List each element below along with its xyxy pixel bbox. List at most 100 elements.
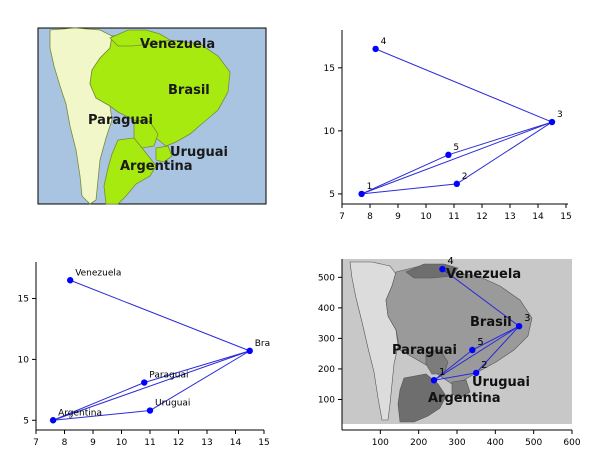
- p3-y-tick-label: 15: [18, 295, 29, 305]
- p4-y-tick-label: 200: [318, 365, 335, 375]
- p2-y-tick-label: 5: [329, 190, 335, 200]
- p4-edge: [433, 325, 520, 381]
- p2-x-tick-label: 9: [395, 212, 401, 222]
- p3-edge: [53, 410, 151, 421]
- p3-point: [141, 379, 148, 386]
- map2-label-uruguai: Uruguai: [472, 375, 530, 390]
- p4-edge: [433, 349, 473, 381]
- p3-x-tick-label: 7: [33, 438, 39, 448]
- p4-point-label: 5: [477, 337, 483, 348]
- p4-point: [515, 322, 523, 330]
- p4-point: [472, 369, 480, 377]
- p4-point-label: 4: [447, 256, 453, 267]
- p2-edge: [361, 154, 449, 195]
- p2-point: [548, 118, 556, 126]
- p4-y-tick-label: 500: [318, 273, 335, 283]
- p2-y-tick-label: 10: [324, 127, 336, 137]
- p3-x-tick-label: 10: [116, 438, 128, 448]
- p3-edge: [52, 350, 250, 421]
- p4-y-tick-label: 100: [318, 395, 335, 405]
- p2-x-tick-label: 12: [476, 212, 487, 222]
- p3-point: [49, 417, 57, 424]
- p2-x-tick-label: 8: [367, 212, 373, 222]
- p4-point-label: 1: [439, 367, 445, 378]
- map1-label-paraguai: Paraguai: [88, 113, 153, 128]
- p3-x-tick-label: 11: [144, 438, 155, 448]
- p3-point-label: Uruguai: [155, 399, 190, 409]
- p2-x-tick-label: 10: [420, 212, 432, 222]
- p2-edge: [361, 183, 457, 195]
- p2-point: [445, 151, 452, 159]
- p3-point: [67, 277, 74, 284]
- p3-edges: [52, 279, 251, 421]
- p3-x-tick-label: 9: [90, 438, 96, 448]
- p4-y-tick-label: 300: [318, 334, 335, 344]
- map2-label-venezuela: Venezuela: [446, 267, 521, 282]
- map1-label-venezuela: Venezuela: [140, 37, 215, 52]
- p2-point-label: 5: [453, 143, 459, 153]
- p3-point: [146, 407, 154, 414]
- south-america-map: Venezuela Brasil Paraguai Uruguai Argent…: [37, 27, 267, 205]
- map1-label-uruguai: Uruguai: [170, 145, 228, 160]
- p2-point-label: 3: [557, 110, 563, 120]
- p4-point: [469, 346, 476, 354]
- map-land-uruguai: [155, 145, 173, 163]
- p2-edge: [456, 121, 553, 185]
- map2-land-uruguai: [451, 379, 471, 399]
- p2-x-tick-label: 13: [504, 212, 515, 222]
- p3-edge: [52, 382, 145, 421]
- chart-graph-named: 7 8 9 10 11 12 13 14 15 5 10 15 Argentina Uruguai Bra…: [18, 262, 270, 448]
- p4-edge: [475, 325, 520, 374]
- p4-ticks: 100 200 300 400 500 600 100 200 300 400 500: [318, 273, 581, 448]
- p3-ticks: 7 8 9 10 11 12 13 14 15 5 10 15: [18, 295, 270, 448]
- p3-edge: [149, 350, 251, 411]
- p2-point-label: 1: [367, 182, 373, 192]
- p2-point-label: 4: [381, 37, 387, 47]
- p3-point-label: Bra: [255, 339, 270, 349]
- map1-label-brasil: Brasil: [168, 83, 210, 98]
- p4-x-tick-label: 200: [410, 438, 427, 448]
- p2-x-tick-label: 14: [532, 212, 544, 222]
- p4-points: 1 2 3 4 5: [430, 256, 530, 384]
- p3-points: Argentina Uruguai Bra Venezuela Paraguai: [49, 268, 270, 424]
- p3-x-tick-label: 12: [173, 438, 184, 448]
- p2-x-tick-label: 11: [448, 212, 459, 222]
- p4-edge: [442, 268, 520, 327]
- p4-x-tick-label: 600: [563, 438, 580, 448]
- p4-point: [430, 377, 438, 384]
- p2-point-label: 2: [462, 172, 468, 182]
- p4-x-tick-label: 500: [525, 438, 542, 448]
- p3-point-label: Argentina: [58, 408, 102, 418]
- p2-point: [358, 190, 365, 198]
- p3-x-tick-label: 8: [62, 438, 68, 448]
- map2-label-brasil: Brasil: [470, 315, 512, 330]
- p4-x-tick-label: 400: [487, 438, 504, 448]
- p4-y-tick-label: 400: [318, 304, 335, 314]
- p2-edges: [361, 48, 553, 195]
- gray-map-background: [342, 259, 572, 424]
- p3-y-tick-label: 5: [23, 416, 29, 426]
- map2-land-brasil: [385, 265, 533, 385]
- map2-label-argentina: Argentina: [428, 391, 501, 406]
- map2-label-paraguai: Paraguai: [392, 343, 457, 358]
- p3-point-label: Venezuela: [75, 268, 121, 278]
- p3-edge: [70, 279, 250, 352]
- p4-edge: [433, 372, 477, 381]
- p4-point: [439, 265, 446, 273]
- p2-x-tick-label: 15: [560, 212, 571, 222]
- p3-point: [246, 347, 253, 355]
- p2-point: [453, 180, 460, 188]
- p3-y-tick-label: 10: [18, 355, 30, 365]
- p2-point: [372, 45, 379, 53]
- p4-edges: [433, 268, 520, 381]
- map-land-argentina: [103, 137, 157, 205]
- p3-edge: [144, 350, 250, 384]
- p2-x-tick-label: 7: [339, 212, 345, 222]
- p4-x-tick-label: 100: [372, 438, 389, 448]
- p3-x-tick-label: 15: [258, 438, 269, 448]
- p3-x-tick-label: 14: [230, 438, 242, 448]
